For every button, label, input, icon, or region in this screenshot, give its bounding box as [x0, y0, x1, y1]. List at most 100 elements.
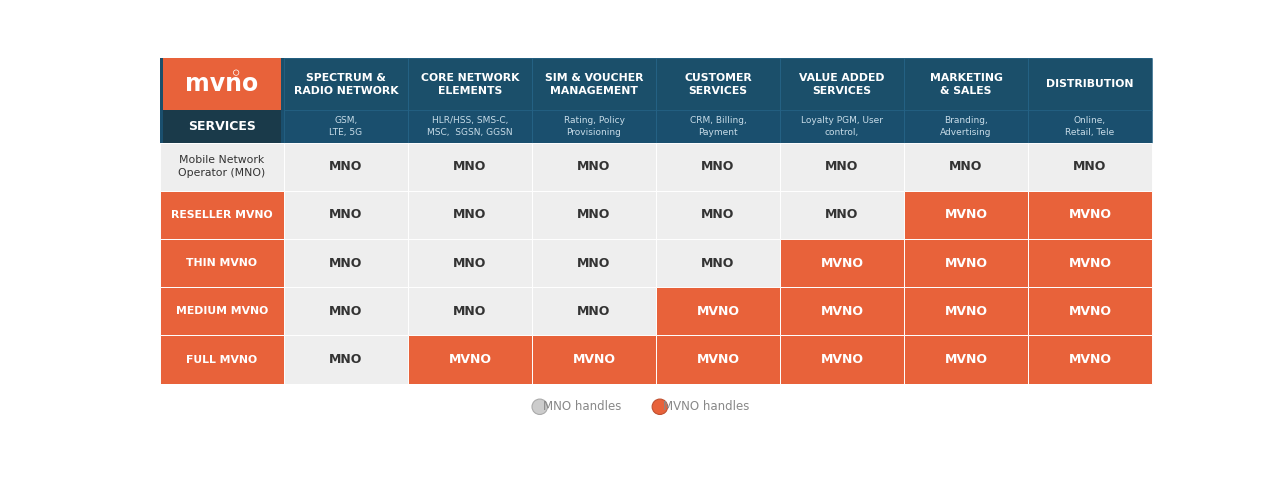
Text: CUSTOMER
SERVICES: CUSTOMER SERVICES: [684, 73, 751, 96]
Bar: [904, 336, 1028, 384]
Bar: [532, 110, 657, 142]
Bar: [780, 142, 904, 191]
Text: MVNO: MVNO: [820, 305, 864, 318]
Bar: [904, 191, 1028, 239]
Text: MVNO: MVNO: [945, 353, 987, 366]
Bar: [1028, 336, 1152, 384]
Circle shape: [532, 399, 548, 414]
Text: SIM & VOUCHER
MANAGEMENT: SIM & VOUCHER MANAGEMENT: [545, 73, 644, 96]
Text: MVNO handles: MVNO handles: [663, 400, 750, 413]
Text: mvno: mvno: [186, 72, 259, 96]
Text: MNO: MNO: [1074, 160, 1107, 173]
Text: MVNO: MVNO: [1069, 353, 1111, 366]
Text: MNO: MNO: [701, 256, 735, 270]
Text: MNO: MNO: [453, 209, 486, 222]
Bar: [408, 336, 532, 384]
Text: MVNO: MVNO: [820, 256, 864, 270]
Text: Rating, Policy
Provisioning: Rating, Policy Provisioning: [563, 116, 625, 137]
Text: MEDIUM MVNO: MEDIUM MVNO: [175, 306, 268, 316]
Bar: [657, 110, 780, 142]
Bar: [780, 287, 904, 336]
Bar: [408, 58, 532, 110]
Bar: [1028, 58, 1152, 110]
Text: CRM, Billing,
Payment: CRM, Billing, Payment: [690, 116, 746, 137]
Bar: [160, 142, 284, 191]
Text: MVNO: MVNO: [448, 353, 492, 366]
Bar: [284, 58, 408, 110]
Bar: [532, 239, 657, 287]
Text: HLR/HSS, SMS-C,
MSC,  SGSN, GGSN: HLR/HSS, SMS-C, MSC, SGSN, GGSN: [428, 116, 513, 137]
Bar: [1028, 110, 1152, 142]
Text: SPECTRUM &
RADIO NETWORK: SPECTRUM & RADIO NETWORK: [293, 73, 398, 96]
Text: MNO: MNO: [329, 353, 362, 366]
Bar: [160, 287, 284, 336]
Bar: [904, 287, 1028, 336]
Bar: [780, 336, 904, 384]
Text: MNO: MNO: [329, 256, 362, 270]
Text: MVNO: MVNO: [820, 353, 864, 366]
Bar: [780, 191, 904, 239]
Bar: [160, 336, 284, 384]
Text: MNO: MNO: [826, 209, 859, 222]
Bar: [163, 110, 280, 142]
Text: MNO: MNO: [577, 209, 611, 222]
Text: MNO: MNO: [577, 305, 611, 318]
Text: MNO: MNO: [329, 305, 362, 318]
Bar: [284, 110, 408, 142]
Text: MNO: MNO: [453, 305, 486, 318]
Text: MVNO: MVNO: [1069, 256, 1111, 270]
Bar: [780, 239, 904, 287]
Bar: [657, 142, 780, 191]
Bar: [532, 142, 657, 191]
Text: MNO: MNO: [826, 160, 859, 173]
Bar: [284, 239, 408, 287]
Bar: [532, 58, 657, 110]
Text: MVNO: MVNO: [696, 305, 740, 318]
Text: MARKETING
& SALES: MARKETING & SALES: [929, 73, 1002, 96]
Bar: [904, 239, 1028, 287]
Bar: [284, 142, 408, 191]
Bar: [904, 142, 1028, 191]
Bar: [532, 336, 657, 384]
Bar: [408, 287, 532, 336]
Bar: [160, 110, 1152, 142]
Bar: [160, 58, 1152, 110]
Text: RESELLER MVNO: RESELLER MVNO: [172, 210, 273, 220]
Bar: [284, 191, 408, 239]
Bar: [780, 110, 904, 142]
Text: MVNO: MVNO: [1069, 209, 1111, 222]
Bar: [657, 58, 780, 110]
Bar: [1028, 191, 1152, 239]
Text: Mobile Network
Operator (MNO): Mobile Network Operator (MNO): [178, 156, 266, 178]
Text: MNO: MNO: [329, 160, 362, 173]
Bar: [1028, 142, 1152, 191]
Bar: [284, 287, 408, 336]
Bar: [780, 58, 904, 110]
Text: MNO: MNO: [329, 209, 362, 222]
Text: MVNO: MVNO: [696, 353, 740, 366]
Text: MVNO: MVNO: [572, 353, 616, 366]
Text: MNO: MNO: [577, 160, 611, 173]
Bar: [408, 110, 532, 142]
Bar: [904, 58, 1028, 110]
Text: Loyalty PGM, User
control,: Loyalty PGM, User control,: [801, 116, 883, 137]
Bar: [657, 191, 780, 239]
Text: FULL MVNO: FULL MVNO: [187, 355, 257, 365]
Text: CORE NETWORK
ELEMENTS: CORE NETWORK ELEMENTS: [421, 73, 520, 96]
Circle shape: [652, 399, 668, 414]
Text: VALUE ADDED
SERVICES: VALUE ADDED SERVICES: [799, 73, 884, 96]
Bar: [532, 287, 657, 336]
Text: MNO: MNO: [577, 256, 611, 270]
Bar: [657, 336, 780, 384]
Bar: [160, 191, 284, 239]
Text: THIN MVNO: THIN MVNO: [187, 258, 257, 268]
Text: MNO: MNO: [453, 256, 486, 270]
Bar: [163, 58, 280, 110]
Bar: [408, 191, 532, 239]
Bar: [1028, 239, 1152, 287]
Text: MNO: MNO: [453, 160, 486, 173]
Text: MVNO: MVNO: [945, 256, 987, 270]
Text: Branding,
Advertising: Branding, Advertising: [941, 116, 992, 137]
Text: DISTRIBUTION: DISTRIBUTION: [1046, 79, 1134, 89]
Circle shape: [233, 70, 239, 75]
